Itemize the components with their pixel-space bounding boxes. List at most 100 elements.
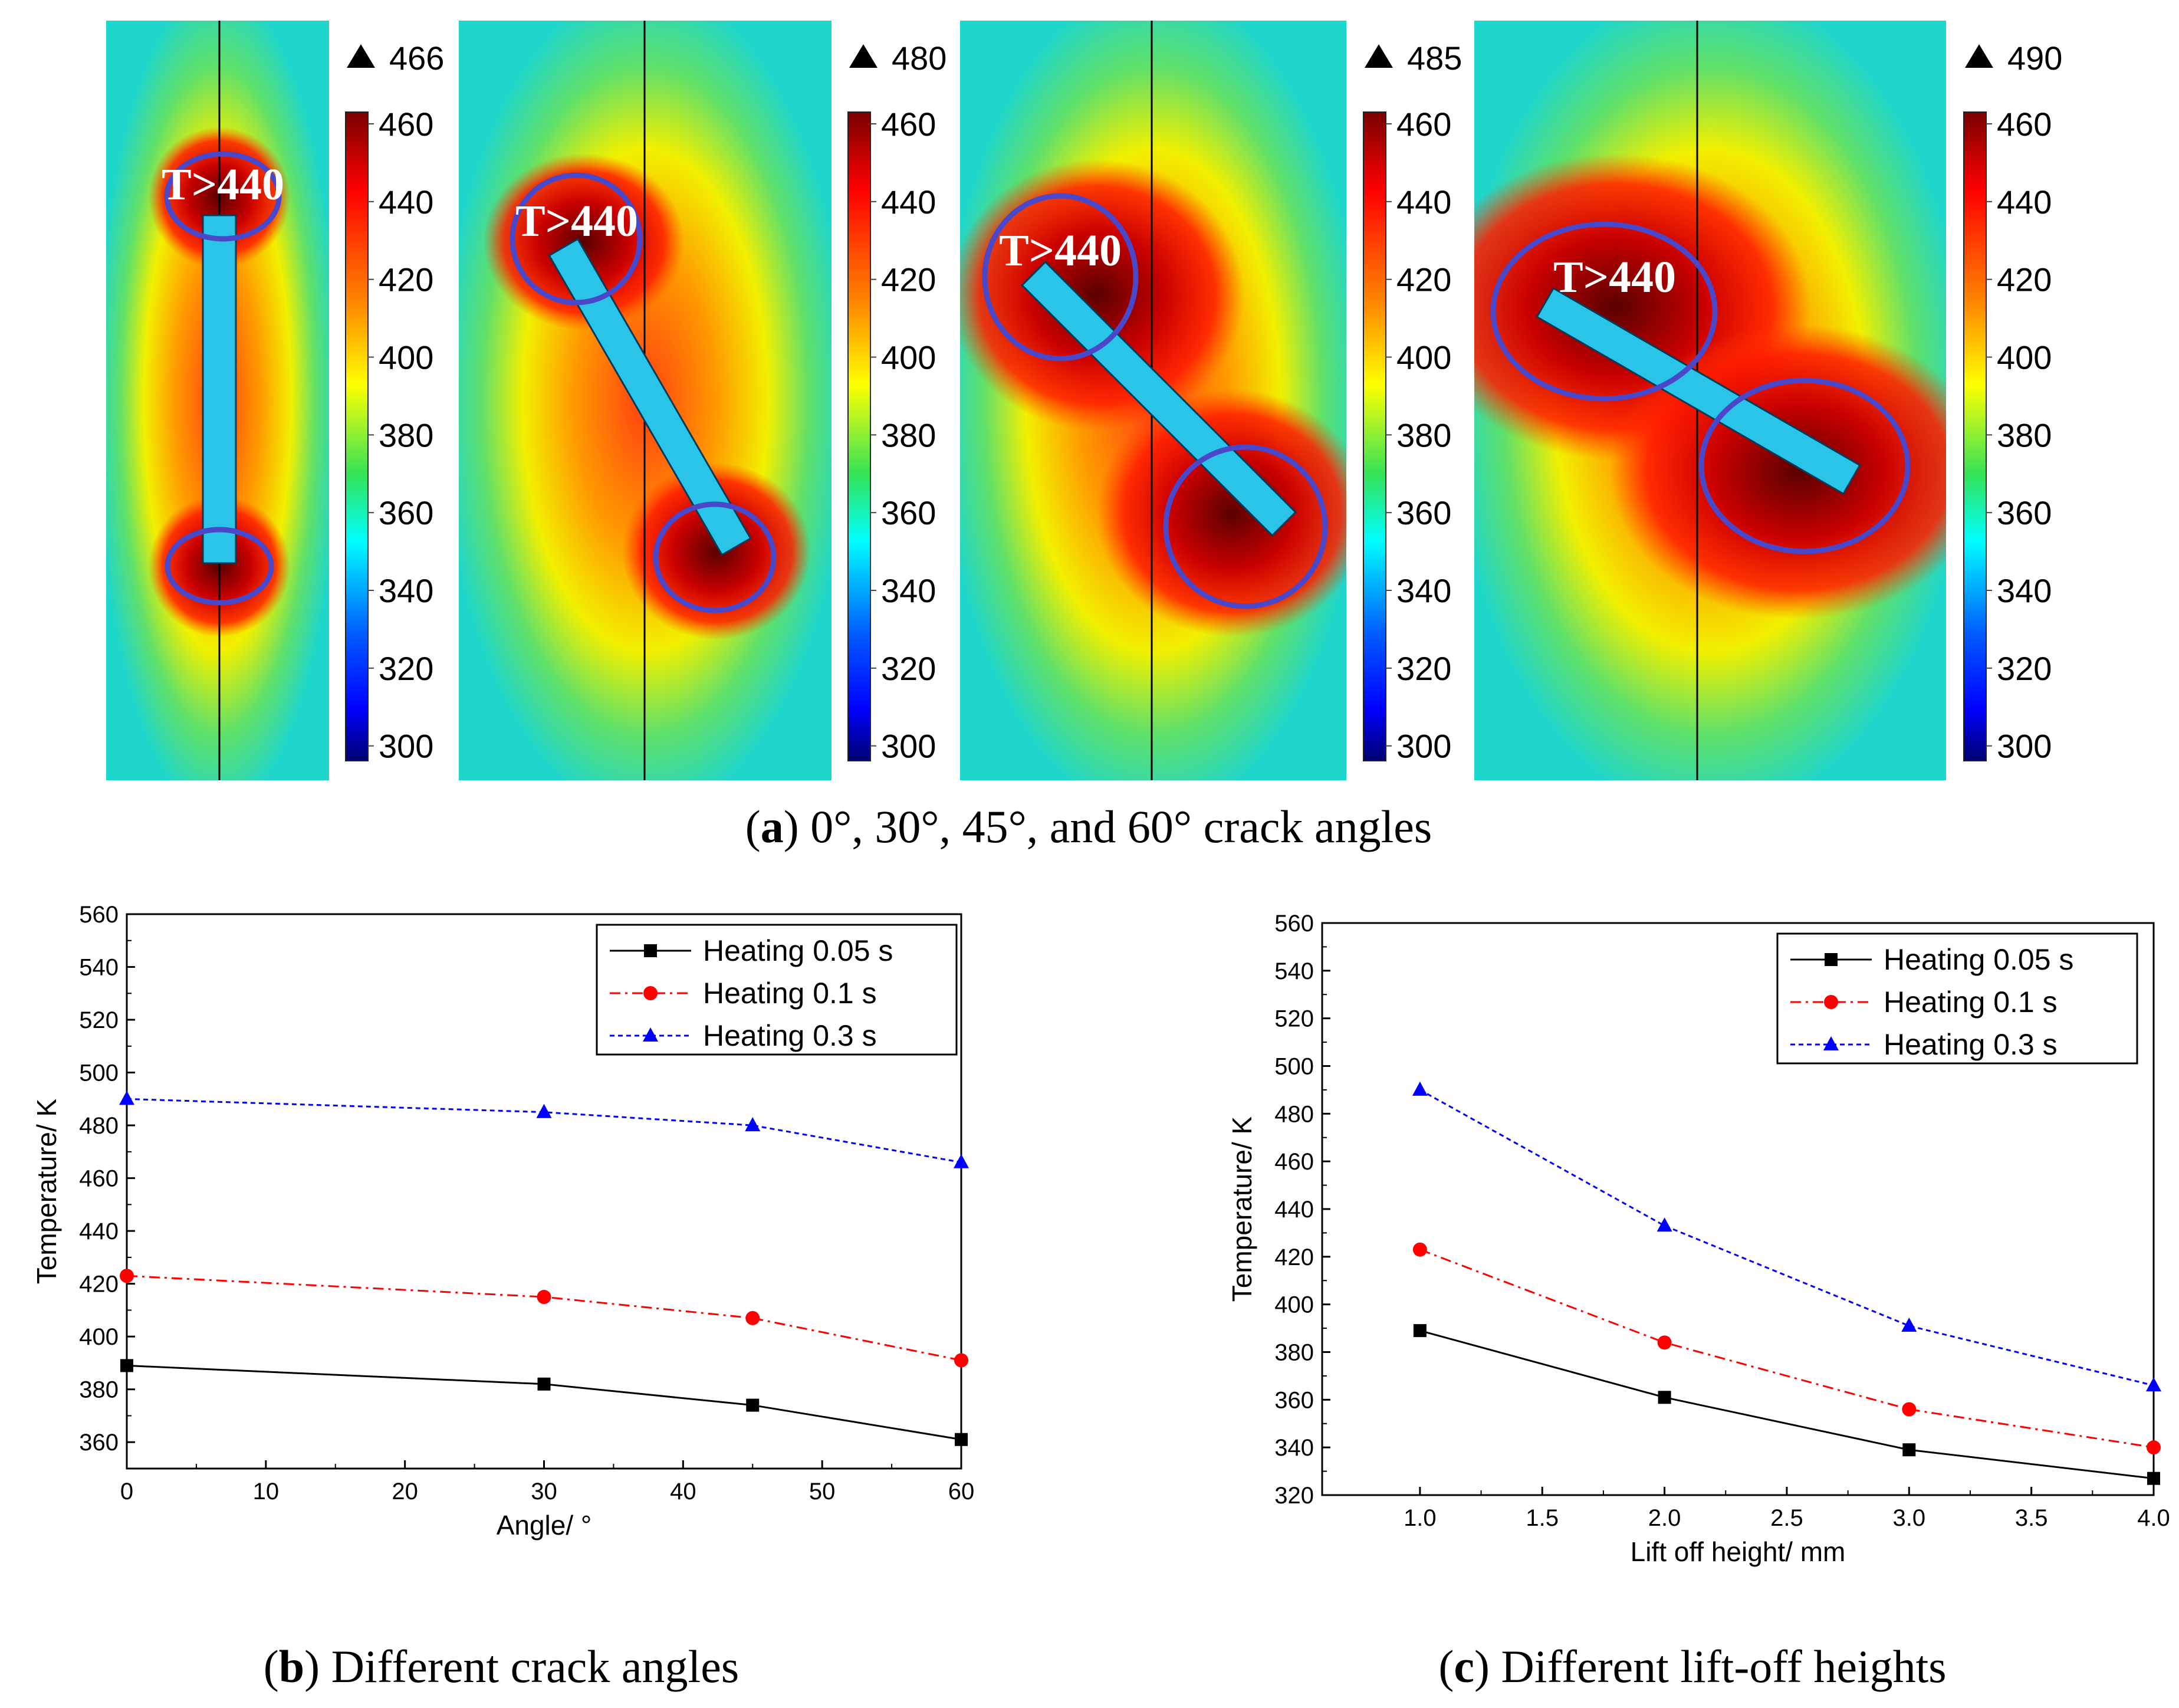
max-triangle-icon: [849, 44, 877, 68]
max-triangle-icon: [1365, 44, 1393, 68]
caption-c-text: Different lift-off heights: [1501, 1641, 1946, 1692]
data-point-circle: [954, 1353, 968, 1368]
caption-a-text: 0°, 30°, 45°, and 60° crack angles: [810, 801, 1432, 852]
series-line: [1419, 1249, 2154, 1448]
max-value-label: 466: [389, 40, 444, 77]
y-tick-label: 480: [1274, 1101, 1314, 1127]
caption-c: (c) Different lift-off heights: [1438, 1641, 1946, 1692]
series: [119, 1091, 969, 1168]
scale-tick-label: 360: [881, 494, 936, 531]
scale-tick-label: 420: [1997, 261, 2052, 298]
crack: [202, 214, 237, 564]
legend: Heating 0.05 s Heating 0.1 s Heating 0.3 s: [1776, 932, 2138, 1065]
data-point-triangle: [119, 1091, 134, 1105]
data-point-triangle: [1823, 1036, 1839, 1050]
scale-tick-label: 320: [379, 650, 433, 687]
chart-lift-off-heights: 320 340 360 380 400 420 440 460 480 500 520 540 560 1…: [1227, 911, 2170, 1567]
hot-zone-circle: [165, 527, 274, 606]
max-triangle-icon: [1965, 44, 1993, 68]
x-tick-label: 3.5: [2015, 1505, 2048, 1531]
caption-c-letter: c: [1454, 1641, 1474, 1692]
scale-tick-label: 360: [1997, 494, 2052, 531]
series-line: [1419, 1089, 2154, 1387]
data-point-square: [644, 944, 657, 957]
x-tick-label: 30: [531, 1479, 557, 1505]
scale-tick-label: 360: [1396, 494, 1451, 531]
scale-tick-label: 300: [1997, 728, 2052, 765]
caption-a-letter: a: [761, 801, 784, 852]
heatmap-0-deg: [106, 21, 329, 780]
scale-tick-label: 320: [881, 650, 936, 687]
heatmap-panels: T>440 T>440 T>440: [106, 21, 2062, 780]
data-point-circle: [537, 1290, 551, 1305]
series-line: [1419, 1329, 2154, 1480]
y-tick-label: 500: [79, 1060, 119, 1086]
x-tick-label: 20: [392, 1479, 418, 1505]
scale-tick-label: 440: [881, 183, 936, 221]
max-value-label: 480: [892, 40, 946, 77]
x-tick-label: 0: [120, 1479, 133, 1505]
series: [1412, 1081, 2161, 1392]
hot-spot: [622, 463, 811, 640]
scale-tick-label: 340: [1997, 572, 2052, 609]
series: [120, 1269, 968, 1368]
color-bar: [345, 111, 369, 761]
hot-zone-circle: [164, 151, 282, 242]
crack: [1020, 260, 1297, 537]
y-tick-label: 360: [1274, 1387, 1314, 1413]
data-point-square: [955, 1433, 968, 1446]
hot-spot: [960, 159, 1244, 431]
heatmap-45-deg: [960, 21, 1346, 780]
y-tick-label: 340: [1274, 1435, 1314, 1461]
x-axis-label: Angle/ °: [497, 1510, 592, 1541]
hot-zone-circle: [1698, 377, 1911, 554]
y-tick-label: 480: [79, 1113, 119, 1139]
scale-tick-label: 400: [881, 339, 936, 376]
y-axis-label: Temperature/ K: [1227, 1116, 1257, 1302]
scale-tick-label: 300: [881, 728, 936, 765]
scale-tick-label: 300: [379, 728, 433, 765]
hot-zone-circle: [982, 193, 1139, 362]
scale-tick-label: 460: [1396, 106, 1451, 143]
y-tick-label: 440: [1274, 1197, 1314, 1223]
x-tick-label: 10: [253, 1479, 280, 1505]
threshold-label: T>440: [515, 196, 638, 246]
hot-zone-circle: [510, 172, 643, 306]
data-point-triangle: [1412, 1081, 1428, 1096]
data-point-square: [537, 1377, 551, 1391]
x-tick-label: 60: [948, 1479, 975, 1505]
data-point-circle: [643, 986, 658, 1000]
legend: Heating 0.05 s Heating 0.1 s Heating 0.3 s: [596, 924, 958, 1056]
y-tick-label: 420: [1274, 1244, 1314, 1270]
scale-tick-label: 380: [1396, 416, 1451, 454]
scale-tick-label: 460: [379, 106, 433, 143]
hot-zone-circle: [1490, 221, 1718, 402]
x-tick-label: 40: [670, 1479, 696, 1505]
y-tick-label: 440: [79, 1218, 119, 1244]
data-point-square: [1413, 1324, 1427, 1338]
color-scale: 485 460 440 420 400 380 360 340 320 300: [1363, 40, 1462, 765]
data-point-triangle: [2146, 1377, 2161, 1392]
scale-tick-label: 420: [881, 261, 936, 298]
hot-zone-circle: [653, 501, 777, 613]
x-tick-label: 50: [809, 1479, 836, 1505]
y-axis-label: Temperature/ K: [31, 1098, 62, 1284]
x-tick-label: 1.5: [1526, 1505, 1559, 1531]
caption-b-text: Different crack angles: [331, 1641, 740, 1692]
max-value-label: 485: [1407, 40, 1462, 77]
data-point-triangle: [1657, 1217, 1672, 1232]
threshold-label: T>440: [162, 160, 284, 209]
scale-tick-label: 420: [379, 261, 433, 298]
scale-tick-label: 340: [379, 572, 433, 609]
caption-b: (b) Different crack angles: [264, 1641, 739, 1692]
y-tick-label: 360: [79, 1430, 119, 1456]
y-tick-label: 540: [79, 955, 119, 981]
scale-tick-label: 380: [881, 416, 936, 454]
y-tick-label: 380: [1274, 1340, 1314, 1366]
data-point-circle: [745, 1310, 760, 1325]
scale-tick-label: 320: [1396, 650, 1451, 687]
scale-tick-label: 400: [1997, 339, 2052, 376]
crack: [1536, 287, 1861, 495]
color-bar: [847, 111, 871, 761]
